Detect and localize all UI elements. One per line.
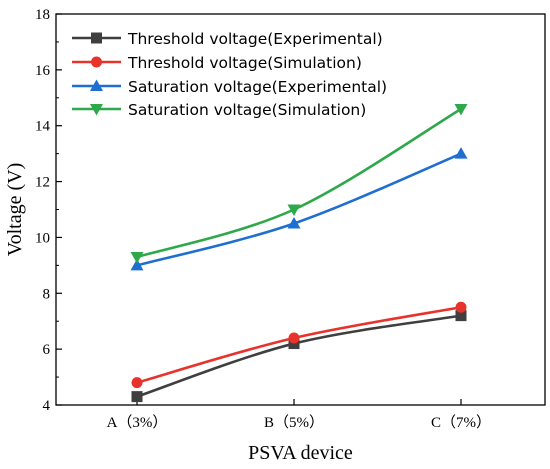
series-line [136, 152, 462, 267]
y-axis-title: Voltage (V) [4, 163, 26, 257]
y-tick-label: 10 [35, 230, 50, 246]
legend-label: Saturation voltage(Simulation) [128, 101, 366, 119]
data-point [455, 301, 467, 313]
series-line [136, 314, 462, 398]
data-point [288, 332, 300, 344]
series-layer [130, 103, 468, 403]
legend-item: Saturation voltage(Experimental) [72, 78, 387, 96]
legend-label: Saturation voltage(Experimental) [128, 78, 387, 96]
data-point [130, 258, 144, 271]
legend-marker [90, 79, 103, 91]
data-point [131, 377, 143, 389]
y-tick-label: 14 [35, 119, 51, 135]
x-tick-label: B（5%） [264, 414, 324, 431]
series-line [136, 107, 462, 259]
y-tick-label: 4 [43, 398, 51, 414]
y-axis: 4 6 8 10 12 14 16 18 [35, 7, 62, 414]
plot-area [55, 13, 546, 406]
data-point [130, 251, 144, 264]
data-point [131, 391, 143, 403]
x-axis-title: PSVA device [248, 442, 353, 464]
data-point [455, 310, 467, 322]
y-tick-label: 8 [43, 286, 51, 302]
legend-item: Threshold voltage(Simulation) [72, 54, 362, 72]
series-3 [130, 147, 468, 271]
plot-frame [55, 13, 546, 406]
data-point [287, 216, 301, 229]
legend: Threshold voltage(Experimental) Threshold… [72, 30, 387, 119]
series-4 [130, 103, 468, 264]
legend-marker [91, 32, 102, 44]
legend-item: Threshold voltage(Experimental) [72, 30, 383, 48]
legend-item: Saturation voltage(Simulation) [72, 101, 366, 119]
y-tick-label: 12 [35, 175, 50, 191]
y-tick-label: 18 [35, 7, 50, 23]
legend-marker [90, 104, 103, 116]
x-tick-label: C（7%） [431, 414, 491, 431]
series-2 [131, 301, 467, 389]
data-point [454, 103, 468, 116]
data-point [288, 338, 300, 350]
data-point [287, 204, 301, 216]
legend-label: Threshold voltage(Experimental) [127, 30, 383, 48]
y-tick-label: 16 [35, 63, 51, 79]
series-1 [131, 310, 467, 403]
x-axis: A（3%） B（5%） C（7%） [107, 399, 491, 431]
x-tick-label: A（3%） [107, 414, 168, 431]
legend-label: Threshold voltage(Simulation) [127, 54, 362, 72]
y-tick-label: 6 [43, 342, 51, 358]
legend-marker [91, 56, 102, 68]
data-point [454, 147, 468, 159]
